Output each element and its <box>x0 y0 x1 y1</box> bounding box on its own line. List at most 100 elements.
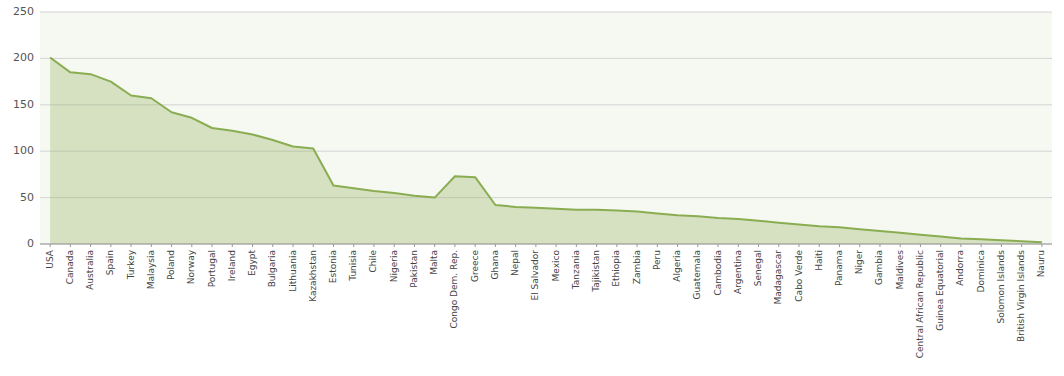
x-tick-label: Spain <box>105 250 115 275</box>
x-tick <box>940 244 941 247</box>
x-tick <box>394 244 395 247</box>
y-tick-label: 100 <box>13 144 34 157</box>
x-tick-label: Bulgaria <box>267 250 277 287</box>
x-tick-label: Greece <box>470 250 480 282</box>
area-fill <box>50 57 1042 244</box>
x-tick-label: Ghana <box>490 250 500 279</box>
x-tick <box>1041 244 1042 247</box>
x-tick <box>920 244 921 247</box>
chart-container: 050100150200250USACanadaAustraliaSpainTu… <box>0 0 1064 376</box>
x-tick <box>657 244 658 247</box>
x-tick-label: Cabo Verde <box>794 250 804 302</box>
x-tick-label: Malaysia <box>146 250 156 289</box>
x-tick-label: Canada <box>65 250 75 284</box>
x-tick <box>596 244 597 247</box>
x-tick-label: Tunisia <box>348 250 358 282</box>
x-tick-label: Turkey <box>126 249 136 280</box>
x-tick-label: Egypt <box>247 250 257 276</box>
x-tick <box>535 244 536 247</box>
x-tick <box>1001 244 1002 247</box>
x-tick <box>799 244 800 247</box>
x-tick <box>981 244 982 247</box>
x-tick-label: Kazakhstan <box>308 250 318 302</box>
y-tick-label: 250 <box>13 5 34 18</box>
data-area <box>50 57 1042 244</box>
x-tick <box>758 244 759 247</box>
x-tick <box>293 244 294 247</box>
y-tick-label: 50 <box>20 191 34 204</box>
x-tick <box>778 244 779 247</box>
x-tick <box>879 244 880 247</box>
x-tick <box>434 244 435 247</box>
x-tick <box>1021 244 1022 247</box>
x-tick <box>576 244 577 247</box>
x-tick-label: Pakistan <box>409 250 419 288</box>
x-tick <box>859 244 860 247</box>
x-tick <box>131 244 132 247</box>
x-tick-label: Malta <box>429 250 439 275</box>
x-tick-label: Nigeria <box>389 250 399 282</box>
x-tick-label: Senegal <box>753 250 763 286</box>
x-tick <box>191 244 192 247</box>
x-tick-label: Mexico <box>551 250 561 282</box>
x-tick-label: Estonia <box>328 250 338 283</box>
x-tick-label: Guinea Equatorial <box>935 250 945 331</box>
grid-line <box>40 58 1052 59</box>
x-tick <box>556 244 557 247</box>
x-tick-label: Solomon Islands <box>996 250 1006 324</box>
x-tick <box>637 244 638 247</box>
x-tick-label: Tajikistan <box>591 250 601 293</box>
x-tick <box>212 244 213 247</box>
x-tick-label: Haiti <box>814 250 824 271</box>
x-tick-label: Tanzania <box>571 250 581 290</box>
x-tick <box>333 244 334 247</box>
x-tick-label: Guatemala <box>692 250 702 300</box>
x-tick <box>677 244 678 247</box>
x-tick <box>232 244 233 247</box>
x-tick-label: Andorra <box>955 250 965 286</box>
x-axis: USACanadaAustraliaSpainTurkeyMalaysiaPol… <box>40 244 1052 358</box>
x-tick-label: Niger <box>854 250 864 274</box>
x-tick <box>373 244 374 247</box>
x-tick-label: Algeria <box>672 250 682 282</box>
x-tick <box>819 244 820 247</box>
x-tick-label: Poland <box>166 250 176 280</box>
x-tick <box>313 244 314 247</box>
x-tick <box>353 244 354 247</box>
x-tick <box>272 244 273 247</box>
x-tick <box>616 244 617 247</box>
x-tick-label: Nauru <box>1036 250 1046 277</box>
y-axis: 050100150200250 <box>13 5 1052 250</box>
x-tick <box>70 244 71 247</box>
x-tick-label: Portugal <box>207 250 217 287</box>
x-tick-label: Lithuania <box>288 250 298 292</box>
x-tick <box>738 244 739 247</box>
x-tick-label: Dominica <box>976 250 986 292</box>
chart: 050100150200250USACanadaAustraliaSpainTu… <box>0 0 1064 376</box>
x-tick-label: British Virgin Islands <box>1016 250 1026 342</box>
x-tick-label: Gambia <box>874 250 884 285</box>
x-tick <box>454 244 455 247</box>
x-tick-label: Congo Dem. Rep. <box>449 250 459 329</box>
x-tick <box>960 244 961 247</box>
x-tick-label: Central African Republic <box>915 250 925 358</box>
grid-line <box>40 104 1052 105</box>
grid-line <box>40 12 1052 13</box>
x-tick <box>697 244 698 247</box>
x-tick-label: Zambia <box>632 250 642 284</box>
x-tick-label: Norway <box>186 249 196 284</box>
x-tick <box>495 244 496 247</box>
x-tick-label: Argentina <box>733 250 743 294</box>
x-tick-label: Chile <box>368 250 378 273</box>
y-tick-label: 200 <box>13 51 34 64</box>
x-tick-label: USA <box>45 249 55 268</box>
x-tick-label: El Salvador <box>530 250 540 301</box>
x-tick <box>252 244 253 247</box>
x-tick <box>90 244 91 247</box>
x-tick <box>515 244 516 247</box>
x-tick-label: Madagascar <box>773 250 783 305</box>
x-tick-label: Nepal <box>510 250 520 276</box>
x-tick <box>151 244 152 247</box>
y-tick-label: 0 <box>27 237 34 250</box>
x-tick-label: Panama <box>834 250 844 286</box>
